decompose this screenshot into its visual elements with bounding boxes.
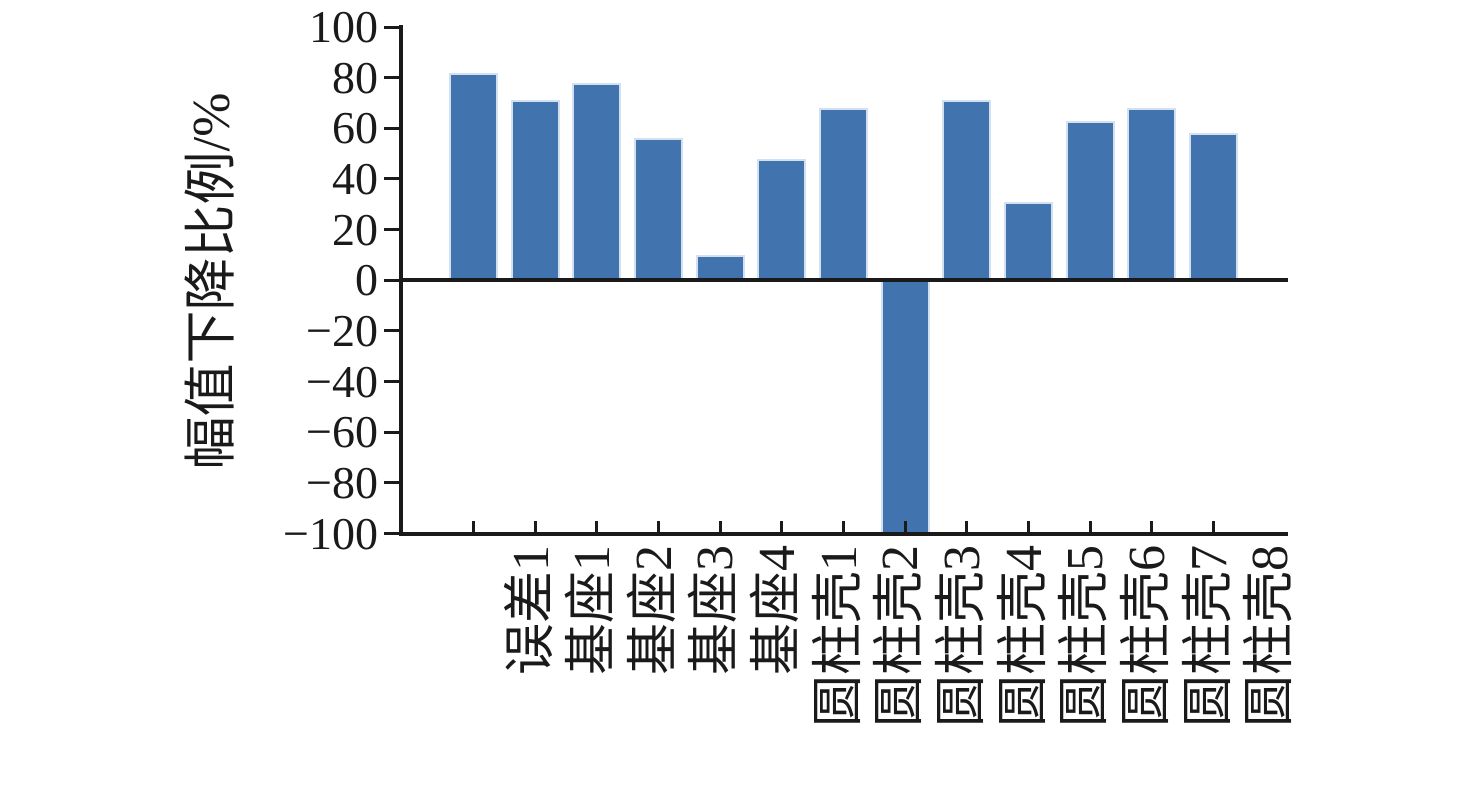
y-tick-mark bbox=[384, 532, 399, 535]
x-tick-mark bbox=[533, 521, 537, 532]
bar-圆柱壳5 bbox=[1003, 201, 1053, 281]
x-tick-mark bbox=[1150, 521, 1154, 532]
x-tick-label: 圆柱壳3 bbox=[934, 545, 992, 728]
x-tick-label: 基座2 bbox=[625, 545, 683, 676]
y-tick-label: 0 bbox=[355, 254, 378, 306]
y-tick-mark bbox=[384, 380, 399, 384]
x-tick-mark bbox=[965, 521, 969, 532]
bar-误差1 bbox=[449, 72, 498, 281]
y-tick-label: 40 bbox=[332, 152, 378, 204]
bar-圆柱壳7 bbox=[1127, 108, 1177, 281]
y-axis-label: 幅值下降比例/% bbox=[183, 92, 241, 470]
x-tick-label: 圆柱壳1 bbox=[810, 545, 868, 728]
y-tick-label: 80 bbox=[332, 51, 378, 103]
bar-基座4 bbox=[695, 254, 745, 281]
x-tick-label: 圆柱壳2 bbox=[872, 545, 930, 728]
x-tick-label: 误差1 bbox=[502, 545, 560, 676]
y-tick-label: 20 bbox=[332, 203, 378, 255]
y-tick-mark bbox=[384, 126, 399, 130]
x-tick-label: 基座1 bbox=[564, 545, 622, 676]
x-axis-spine bbox=[399, 532, 1288, 536]
bar-圆柱壳1 bbox=[757, 158, 807, 281]
bar-基座3 bbox=[633, 138, 683, 281]
x-tick-mark bbox=[903, 521, 907, 532]
x-tick-mark bbox=[718, 521, 722, 532]
bar-圆柱壳6 bbox=[1065, 120, 1115, 281]
x-tick-label: 基座4 bbox=[749, 545, 807, 676]
bar-圆柱壳3 bbox=[880, 280, 930, 534]
y-tick-label: −60 bbox=[306, 406, 378, 458]
x-tick-mark bbox=[1026, 521, 1030, 532]
x-tick-label: 圆柱壳6 bbox=[1119, 545, 1176, 728]
y-tick-label: 60 bbox=[332, 102, 378, 154]
y-tick-mark bbox=[384, 228, 399, 232]
x-tick-mark bbox=[780, 521, 784, 532]
bar-圆柱壳2 bbox=[818, 108, 868, 281]
y-tick-mark bbox=[384, 329, 399, 333]
x-tick-label: 圆柱壳4 bbox=[995, 545, 1053, 728]
y-tick-mark bbox=[384, 76, 399, 80]
y-axis-spine bbox=[399, 25, 403, 536]
y-tick-label: −100 bbox=[283, 507, 378, 559]
x-tick-mark bbox=[1088, 521, 1092, 532]
bar-基座2 bbox=[572, 82, 622, 281]
x-tick-mark bbox=[656, 521, 660, 532]
bar-基座1 bbox=[510, 100, 560, 281]
x-tick-mark bbox=[472, 521, 475, 532]
y-tick-label: −80 bbox=[306, 456, 378, 508]
bar-chart-figure: 幅值下降比例/% 100 80 60 40 20 0 −20 −40 −60 −80 −100 误差… bbox=[183, 1, 1300, 728]
x-tick-label: 圆柱壳8 bbox=[1242, 545, 1300, 728]
x-tick-mark bbox=[1211, 521, 1215, 532]
bar-圆柱壳8 bbox=[1188, 133, 1238, 281]
x-tick-mark bbox=[841, 521, 845, 532]
y-tick-mark bbox=[384, 278, 399, 282]
y-tick-mark bbox=[384, 430, 399, 434]
y-tick-label: −40 bbox=[306, 355, 378, 407]
y-tick-label: −20 bbox=[306, 304, 378, 356]
x-tick-mark bbox=[595, 521, 599, 532]
bar-圆柱壳4 bbox=[942, 100, 992, 281]
y-tick-mark bbox=[384, 481, 399, 485]
zero-baseline bbox=[399, 278, 1288, 282]
x-tick-label: 圆柱壳7 bbox=[1180, 545, 1238, 728]
y-tick-mark bbox=[384, 25, 399, 29]
y-tick-label: 100 bbox=[309, 1, 378, 52]
y-tick-mark bbox=[384, 177, 399, 181]
x-tick-label: 圆柱壳5 bbox=[1057, 545, 1115, 728]
x-tick-label: 基座3 bbox=[687, 545, 745, 676]
